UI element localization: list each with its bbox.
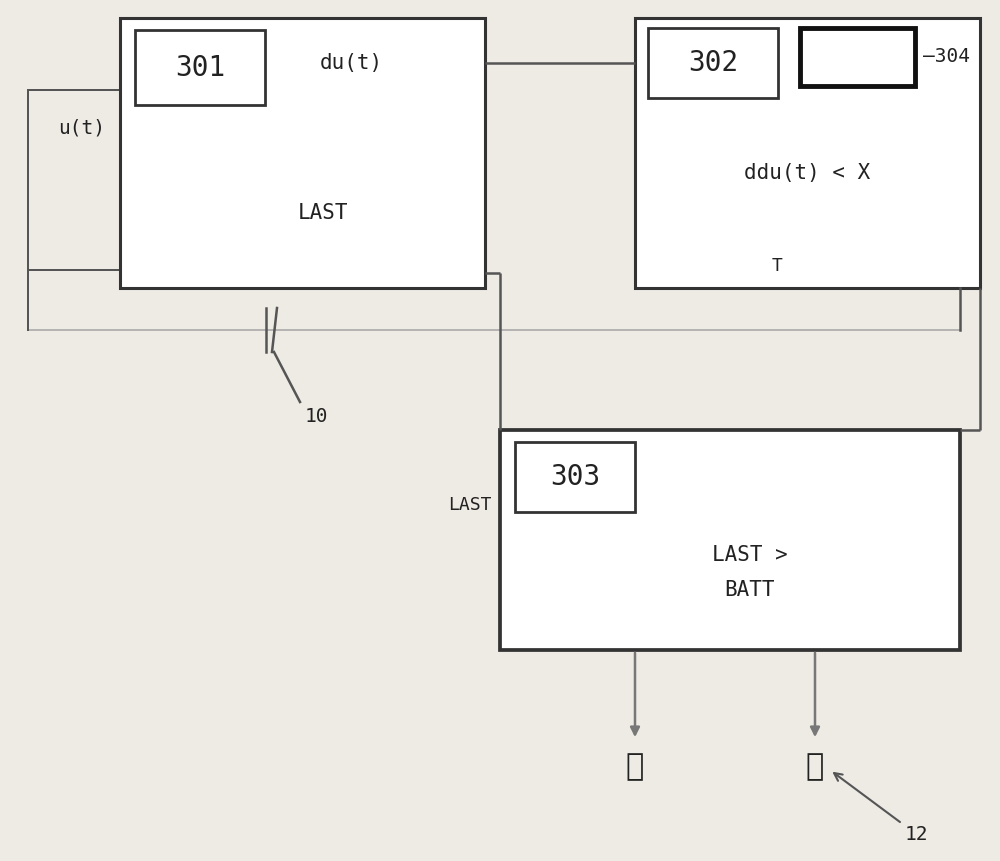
Text: —304: —304 [923,47,970,66]
Bar [28,90,120,270]
Bar [635,18,980,288]
Text: LAST: LAST [297,203,348,223]
Text: du(t): du(t) [320,53,383,73]
Text: 302: 302 [688,49,738,77]
Text: LAST >: LAST > [712,545,788,565]
Text: 10: 10 [305,407,328,426]
Text: 是: 是 [626,752,644,781]
Text: 301: 301 [175,53,225,82]
Text: 12: 12 [834,773,928,844]
Text: 否: 否 [806,752,824,781]
Bar [515,442,635,512]
Text: 303: 303 [550,463,600,491]
Bar [648,28,778,98]
Text: BATT: BATT [725,580,775,600]
Text: LAST: LAST [448,496,492,514]
Bar [135,30,265,105]
Bar [500,430,960,650]
Bar [120,18,485,288]
Bar [800,28,915,86]
Text: u(t): u(t) [58,119,105,138]
Text: ddu(t) < X: ddu(t) < X [744,163,871,183]
Text: T: T [772,257,783,275]
